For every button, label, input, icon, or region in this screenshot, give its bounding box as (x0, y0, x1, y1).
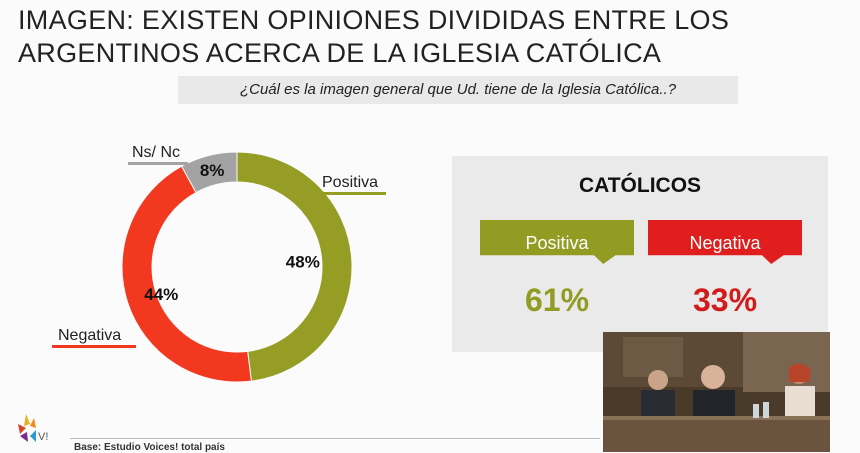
donut-chart: 48% 44% 8% Positiva Negativa Ns/ Nc (52, 144, 386, 383)
catolicos-panel: CATÓLICOS Positiva Negativa 61% 33% (452, 156, 828, 352)
donut-value-negativa: 44% (144, 285, 178, 304)
video-inset (603, 332, 830, 452)
donut-category-underline-negativa (52, 345, 136, 348)
negativa-badge: Negativa (648, 220, 802, 264)
donut-slice-negativa (121, 165, 252, 383)
footer-divider (70, 438, 600, 439)
positiva-percent: 61% (524, 282, 590, 318)
voices-logo: V! (18, 414, 48, 443)
donut-value-positiva: 48% (286, 253, 320, 272)
positiva-badge-label: Positiva (525, 233, 589, 253)
donut-category-positiva: Positiva (322, 174, 378, 191)
slide-title: IMAGEN: EXISTEN OPINIONES DIVIDIDAS ENTR… (18, 5, 730, 68)
question-bar: ¿Cuál es la imagen general que Ud. tiene… (178, 76, 738, 104)
donut-slice-positiva (236, 151, 353, 382)
logo-text: V! (38, 431, 48, 443)
donut-category-underline-ns-nc (128, 162, 188, 165)
question-text: ¿Cuál es la imagen general que Ud. tiene… (239, 81, 677, 98)
donut-slice-ns-nc (180, 151, 238, 194)
negativa-percent: 33% (692, 282, 758, 318)
donut-value-ns-nc: 8% (200, 161, 225, 180)
video-scene-image (603, 332, 830, 452)
donut-category-ns-nc: Ns/ Nc (132, 144, 180, 161)
donut-category-underline-positiva (318, 192, 386, 195)
donut-category-negativa: Negativa (58, 327, 121, 344)
positiva-badge: Positiva (480, 220, 634, 264)
negativa-badge-label: Negativa (689, 233, 761, 253)
catolicos-title: CATÓLICOS (578, 174, 702, 197)
footer-base: Base: Estudio Voices! total país (74, 442, 225, 453)
